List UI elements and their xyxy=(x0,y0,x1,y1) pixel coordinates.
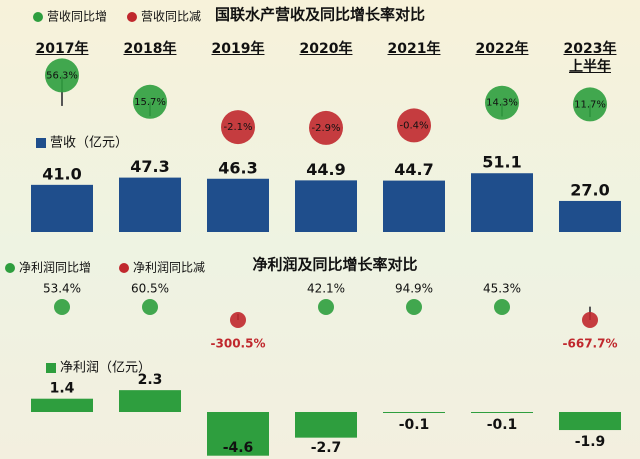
bar xyxy=(471,412,533,413)
legend-marker xyxy=(5,263,15,273)
legend-marker xyxy=(119,263,129,273)
data-label: -2.1% xyxy=(223,122,252,133)
chart-title: 国联水产营收及同比增长率对比 xyxy=(215,6,425,24)
legend-marker xyxy=(33,12,43,22)
data-label: -0.1 xyxy=(487,417,518,433)
x-tick-label: 2020年 xyxy=(299,41,353,57)
bar xyxy=(295,412,357,438)
bar xyxy=(207,412,269,456)
growth-dot xyxy=(573,87,607,122)
data-label: -4.6 xyxy=(223,440,254,456)
x-tick-label: 2018年 xyxy=(123,41,177,57)
data-label: 27.0 xyxy=(570,180,609,199)
growth-dot xyxy=(494,299,510,315)
bar xyxy=(31,398,93,412)
growth-dot xyxy=(309,110,343,145)
growth-dot xyxy=(54,299,70,315)
data-label: 53.4% xyxy=(43,282,81,296)
legend-label: 营收（亿元） xyxy=(50,136,128,151)
growth-dot xyxy=(142,299,158,315)
legend-label: 净利润同比增 xyxy=(19,261,91,275)
data-label: -0.4% xyxy=(399,120,428,131)
growth-dot xyxy=(582,312,598,328)
legend-label: 净利润（亿元） xyxy=(60,361,151,376)
x-tick-label: 2017年 xyxy=(35,41,89,57)
data-label: -2.9% xyxy=(311,123,340,134)
data-label: 47.3 xyxy=(130,157,169,176)
data-label: 45.3% xyxy=(483,282,521,296)
bar xyxy=(207,178,269,232)
bar xyxy=(559,200,621,232)
bar xyxy=(559,412,621,431)
growth-dot xyxy=(133,84,167,119)
growth-dot xyxy=(230,312,246,328)
data-label: -1.9 xyxy=(575,434,606,450)
legend-swatch xyxy=(46,363,56,373)
bar xyxy=(383,412,445,413)
growth-dot xyxy=(318,299,334,315)
data-label: 41.0 xyxy=(42,164,81,183)
data-label: 2.3 xyxy=(138,372,163,388)
x-tick-label: 2022年 xyxy=(475,41,529,57)
data-label: 44.7 xyxy=(394,160,433,179)
data-label: -300.5% xyxy=(211,337,266,351)
bar xyxy=(119,390,181,412)
data-label: 11.7% xyxy=(574,99,606,110)
data-label: 14.3% xyxy=(486,98,518,109)
data-label: 51.1 xyxy=(482,153,521,172)
growth-dot xyxy=(406,299,422,315)
growth-dot xyxy=(397,108,431,143)
bar xyxy=(383,180,445,232)
data-label: 15.7% xyxy=(134,97,166,108)
data-label: 44.9 xyxy=(306,160,345,179)
data-label: -667.7% xyxy=(563,337,618,351)
legend-label: 营收同比减 xyxy=(141,10,201,24)
legend-swatch xyxy=(36,138,46,148)
bar xyxy=(471,173,533,232)
x-tick-label: 2019年 xyxy=(211,41,265,57)
legend-label: 营收同比增 xyxy=(47,10,107,24)
bar xyxy=(31,184,93,232)
bar xyxy=(119,177,181,232)
data-label: 94.9% xyxy=(395,282,433,296)
x-tick-label: 2021年 xyxy=(387,41,441,57)
data-label: 46.3 xyxy=(218,158,257,177)
data-label: 42.1% xyxy=(307,282,345,296)
data-label: 60.5% xyxy=(131,282,169,296)
growth-dot xyxy=(485,85,519,120)
bar xyxy=(295,180,357,232)
data-label: -0.1 xyxy=(399,417,430,433)
growth-dot xyxy=(45,58,79,93)
data-label: 56.3% xyxy=(46,70,78,81)
legend-marker xyxy=(127,12,137,22)
growth-dot xyxy=(221,110,255,145)
legend-label: 净利润同比减 xyxy=(133,261,205,275)
chart-title: 净利润及同比增长率对比 xyxy=(252,256,417,274)
x-tick-label: 2023年上半年 xyxy=(563,41,617,75)
data-label: 1.4 xyxy=(50,381,75,397)
data-label: -2.7 xyxy=(311,440,342,456)
